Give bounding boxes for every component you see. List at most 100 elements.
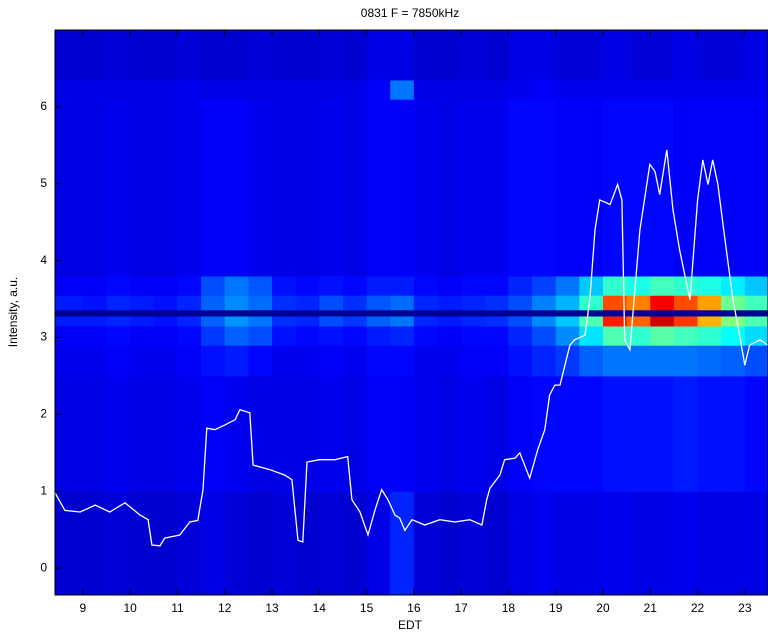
heatmap-cell bbox=[130, 275, 155, 296]
heatmap-cell bbox=[413, 491, 439, 596]
heatmap-cell bbox=[484, 275, 509, 296]
heatmap-cell bbox=[673, 295, 699, 311]
heatmap-cell bbox=[55, 275, 84, 296]
heatmap-cell bbox=[413, 375, 439, 492]
heatmap-cell bbox=[602, 30, 628, 81]
heatmap-cell bbox=[744, 275, 768, 296]
heatmap-cell bbox=[295, 491, 320, 596]
heatmap-cell bbox=[224, 309, 249, 317]
heatmap-cell bbox=[319, 491, 344, 596]
heatmap-cell bbox=[508, 275, 533, 296]
heatmap-cell bbox=[579, 79, 604, 100]
heatmap-cell bbox=[532, 309, 557, 317]
heatmap-cell bbox=[744, 295, 768, 311]
heatmap-cell bbox=[55, 309, 84, 317]
heatmap-cell bbox=[437, 375, 462, 492]
heatmap-cell bbox=[224, 275, 249, 296]
heatmap-cell bbox=[532, 295, 557, 311]
heatmap-cell bbox=[130, 345, 155, 377]
heatmap-cell bbox=[153, 30, 178, 81]
x-tick-label: 15 bbox=[360, 601, 374, 615]
heatmap-cell bbox=[55, 491, 84, 596]
heatmap-cell bbox=[484, 345, 509, 377]
heatmap-cell bbox=[744, 99, 768, 277]
heatmap-cell bbox=[744, 30, 768, 81]
heatmap-cell bbox=[177, 30, 202, 81]
heatmap-cell bbox=[201, 295, 226, 311]
heatmap-cell bbox=[82, 345, 108, 377]
heatmap-cell bbox=[437, 79, 462, 100]
heatmap-cell bbox=[295, 79, 320, 100]
heatmap-cell bbox=[130, 491, 155, 596]
x-tick-label: 14 bbox=[313, 601, 327, 615]
heatmap-cell bbox=[437, 315, 462, 327]
heatmap-cell bbox=[153, 275, 178, 296]
heatmap-cell bbox=[106, 30, 131, 81]
heatmap-cell bbox=[437, 30, 462, 81]
heatmap-cell bbox=[437, 325, 462, 346]
heatmap-cell bbox=[413, 79, 439, 100]
heatmap-cell bbox=[697, 315, 722, 327]
heatmap-cell bbox=[437, 295, 462, 311]
heatmap-cell bbox=[673, 345, 699, 377]
heatmap-cell bbox=[650, 315, 675, 327]
heatmap-cell bbox=[461, 295, 486, 311]
heatmap-cell bbox=[555, 345, 580, 377]
heatmap-cell bbox=[461, 30, 486, 81]
heatmap-cell bbox=[555, 309, 580, 317]
heatmap-cell bbox=[55, 345, 84, 377]
heatmap-cell bbox=[366, 375, 391, 492]
heatmap-cell bbox=[626, 275, 651, 296]
heatmap-cell bbox=[437, 491, 462, 596]
heatmap-cell bbox=[461, 275, 486, 296]
heatmap-cell bbox=[177, 375, 202, 492]
x-tick-label: 19 bbox=[549, 601, 563, 615]
heatmap-cell bbox=[106, 99, 131, 277]
heatmap-cell bbox=[697, 325, 722, 346]
heatmap-cell bbox=[82, 30, 108, 81]
heatmap-cell bbox=[295, 315, 320, 327]
heatmap-cell bbox=[484, 295, 509, 311]
heatmap-cell bbox=[461, 375, 486, 492]
heatmap-cell bbox=[650, 309, 675, 317]
y-tick-label: 3 bbox=[40, 330, 47, 344]
y-tick-label: 1 bbox=[40, 483, 47, 497]
heatmap-cell bbox=[532, 345, 557, 377]
data-line bbox=[54, 149, 768, 547]
heatmap-cell bbox=[390, 345, 415, 377]
heatmap-cell bbox=[82, 375, 108, 492]
heatmap-cell bbox=[721, 491, 746, 596]
heatmap-cell bbox=[295, 30, 320, 81]
heatmap-cell bbox=[626, 315, 651, 327]
x-tick-label: 18 bbox=[502, 601, 516, 615]
heatmap-cell bbox=[390, 295, 415, 311]
heatmap-cell bbox=[744, 79, 768, 100]
heatmap-cell bbox=[697, 491, 722, 596]
heatmap-cell bbox=[437, 275, 462, 296]
heatmap-cell bbox=[106, 275, 131, 296]
heatmap-cell bbox=[555, 325, 580, 346]
heatmap-cell bbox=[177, 345, 202, 377]
heatmap-cell bbox=[130, 99, 155, 277]
heatmap-cell bbox=[390, 375, 415, 492]
heatmap-cell bbox=[484, 491, 509, 596]
y-tick-label: 5 bbox=[40, 176, 47, 190]
heatmap-cell bbox=[224, 345, 249, 377]
heatmap-cell bbox=[744, 315, 768, 327]
x-tick-label: 17 bbox=[454, 601, 468, 615]
heatmap-cell bbox=[248, 30, 273, 81]
heatmap-cell bbox=[673, 309, 699, 317]
heatmap-cell bbox=[201, 79, 226, 100]
heatmap-cell bbox=[508, 375, 533, 492]
heatmap-cell bbox=[721, 99, 746, 277]
heatmap-cell bbox=[484, 315, 509, 327]
heatmap-cell bbox=[272, 99, 297, 277]
heatmap-cell bbox=[532, 79, 557, 100]
heatmap-cell bbox=[626, 295, 651, 311]
heatmap-cell bbox=[153, 309, 178, 317]
heatmap-cell bbox=[319, 99, 344, 277]
heatmap-cell bbox=[177, 295, 202, 311]
heatmap-cell bbox=[201, 345, 226, 377]
heatmap-cell bbox=[461, 309, 486, 317]
heatmap-cell bbox=[366, 345, 391, 377]
